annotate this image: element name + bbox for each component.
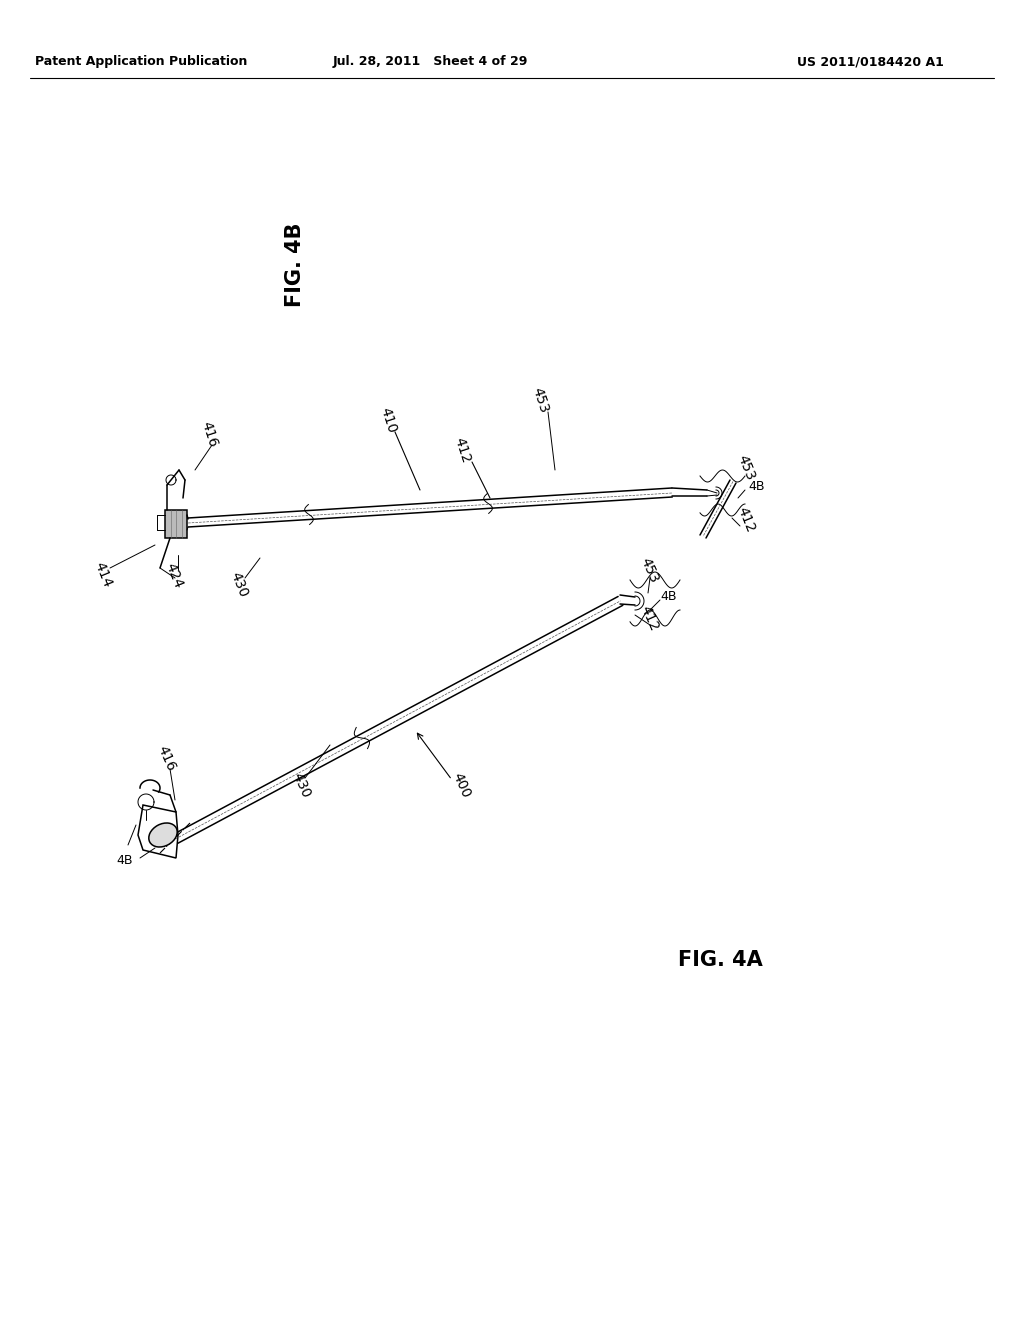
Text: 416: 416 [155,743,178,774]
Text: 453: 453 [638,556,662,585]
Text: 424: 424 [163,561,185,591]
Text: 412: 412 [735,506,758,535]
Text: FIG. 4B: FIG. 4B [285,223,305,308]
Text: 412: 412 [638,603,662,632]
Polygon shape [165,510,187,539]
Text: 430: 430 [290,770,313,800]
Text: FIG. 4A: FIG. 4A [678,950,763,970]
Text: 400: 400 [450,770,473,800]
Text: 414: 414 [92,560,115,590]
Text: US 2011/0184420 A1: US 2011/0184420 A1 [797,55,943,69]
Text: 410: 410 [377,405,398,434]
Text: 416: 416 [198,420,219,449]
Text: 412: 412 [452,436,473,465]
Ellipse shape [148,822,177,847]
Text: 453: 453 [735,453,758,483]
Text: 4B: 4B [117,854,133,866]
Text: Patent Application Publication: Patent Application Publication [35,55,248,69]
Text: Jul. 28, 2011   Sheet 4 of 29: Jul. 28, 2011 Sheet 4 of 29 [333,55,527,69]
Text: 4B: 4B [748,480,765,494]
Text: 430: 430 [228,570,251,599]
Text: 453: 453 [529,385,551,414]
Text: 4B: 4B [660,590,677,602]
